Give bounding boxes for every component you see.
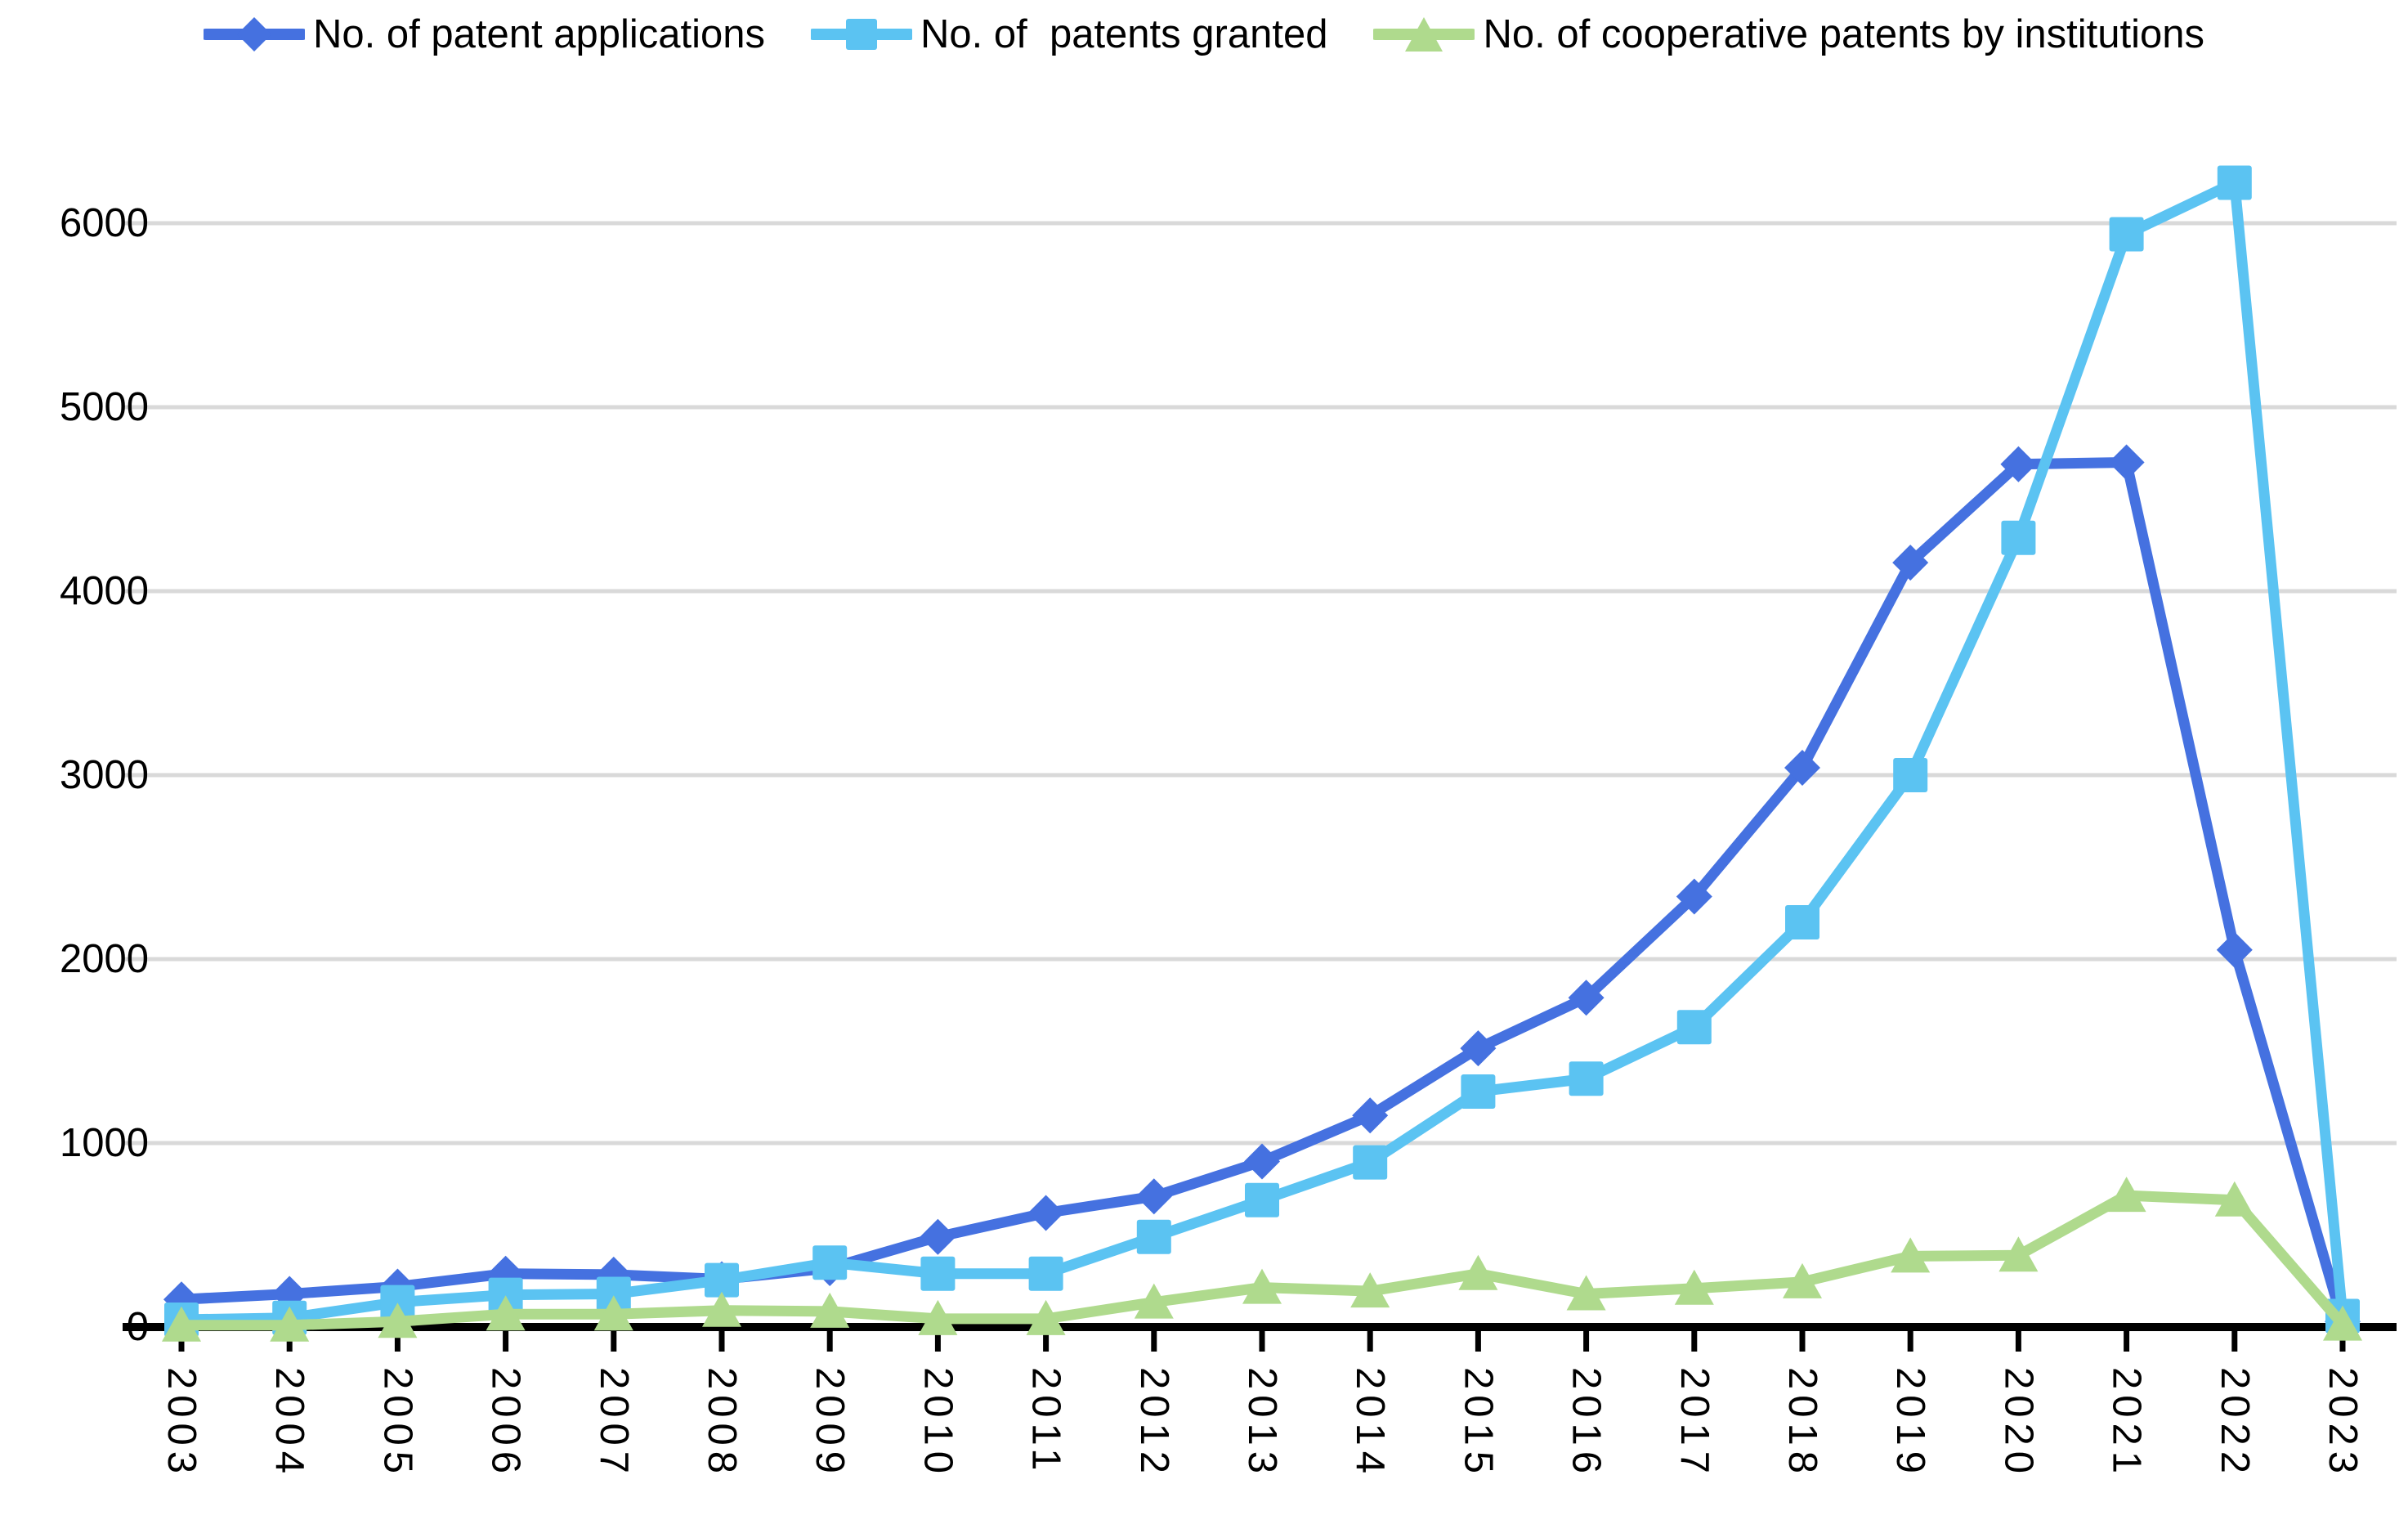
series-marker-no-of-cooperative-patents-by-institutions [1026,1299,1066,1335]
y-tick-label: 6000 [60,201,149,245]
series-marker-no-of-cooperative-patents-by-institutions [1566,1275,1606,1311]
x-tick-label: 2013 [1240,1367,1284,1479]
series-marker-no-of-cooperative-patents-by-institutions [1242,1268,1282,1304]
series-marker-no-of-cooperative-patents-by-institutions [486,1295,526,1331]
series-marker-no-of-patents-granted [1569,1061,1604,1096]
series-marker-no-of-cooperative-patents-by-institutions [1783,1262,1822,1298]
x-tick-label: 2005 [375,1367,419,1479]
series-marker-no-of-patents-granted [1353,1145,1388,1180]
x-tick-label: 2018 [1780,1367,1824,1479]
series-marker-no-of-patent-applications [2108,444,2145,481]
series-marker-no-of-patents-granted [1785,905,1819,939]
series-marker-no-of-patent-applications [1027,1195,1064,1231]
diamond-marker-icon [204,17,305,52]
x-tick-label: 2009 [808,1367,852,1479]
series-marker-no-of-patent-applications [1352,1097,1389,1134]
x-tick-label: 2015 [1456,1367,1500,1479]
series-marker-no-of-cooperative-patents-by-institutions [2106,1177,2146,1213]
series-marker-no-of-patents-granted [812,1245,848,1280]
x-tick-label: 2007 [592,1367,636,1479]
series-marker-no-of-patent-applications [1460,1030,1497,1067]
series-marker-no-of-patent-applications [2000,446,2037,482]
legend-item-patents-granted: No. of patents granted [810,11,1328,57]
series-marker-no-of-patents-granted [1245,1182,1279,1217]
series-marker-no-of-cooperative-patents-by-institutions [918,1299,958,1335]
series-marker-no-of-patents-granted [2109,217,2144,252]
series-marker-no-of-patents-granted [920,1256,956,1291]
series-marker-no-of-patent-applications [1892,545,1929,581]
series-marker-no-of-patents-granted [380,1285,415,1320]
series-marker-no-of-cooperative-patents-by-institutions [810,1292,850,1328]
x-tick-label: 2022 [2213,1367,2257,1479]
series-marker-no-of-cooperative-patents-by-institutions [162,1306,201,1342]
series-marker-no-of-cooperative-patents-by-institutions [270,1306,310,1342]
series-marker-no-of-patent-applications [1135,1178,1172,1215]
series-marker-no-of-cooperative-patents-by-institutions [1674,1269,1714,1305]
series-marker-no-of-cooperative-patents-by-institutions [1134,1283,1174,1319]
x-tick-label: 2012 [1132,1367,1176,1479]
legend-label-patents-granted: No. of patents granted [920,12,1328,56]
y-tick-label: 3000 [60,753,149,797]
series-marker-no-of-cooperative-patents-by-institutions [1350,1272,1390,1308]
x-tick-label: 2021 [2105,1367,2149,1479]
y-tick-label: 5000 [60,385,149,429]
x-tick-label: 2004 [267,1367,311,1479]
legend-label-patent-applications: No. of patent applications [313,12,765,56]
series-marker-no-of-cooperative-patents-by-institutions [1458,1254,1498,1290]
series-marker-no-of-patents-granted [1136,1219,1171,1254]
y-tick-label: 2000 [60,937,149,981]
y-tick-label: 4000 [60,569,149,613]
series-marker-no-of-cooperative-patents-by-institutions [378,1303,418,1338]
series-marker-no-of-patents-granted [2217,165,2252,200]
series-marker-no-of-cooperative-patents-by-institutions [2214,1181,2254,1217]
x-tick-label: 2016 [1564,1367,1609,1479]
legend-item-patent-applications: No. of patent applications [204,11,765,57]
x-tick-label: 2003 [159,1367,204,1479]
series-marker-no-of-patent-applications [920,1218,956,1255]
series-marker-no-of-cooperative-patents-by-institutions [1891,1237,1931,1273]
x-tick-label: 2010 [915,1367,960,1479]
series-marker-no-of-patents-granted [596,1276,631,1312]
legend-label-cooperative-patents: No. of cooperative patents by institutio… [1483,12,2204,56]
series-marker-no-of-patents-granted [488,1277,523,1312]
series-marker-no-of-patents-granted [1676,1010,1712,1045]
x-tick-label: 2006 [484,1367,528,1479]
x-tick-label: 2014 [1348,1367,1392,1479]
series-marker-no-of-cooperative-patents-by-institutions [593,1295,633,1331]
x-tick-label: 2019 [1888,1367,1932,1479]
chart-legend: No. of patent applications No. of patent… [0,11,2408,57]
triangle-marker-icon [1373,17,1475,52]
series-marker-no-of-patents-granted [1893,758,1928,792]
series-marker-no-of-patents-granted [2001,520,2036,555]
x-tick-label: 2017 [1672,1367,1716,1479]
series-marker-no-of-cooperative-patents-by-institutions [1998,1236,2039,1272]
series-marker-no-of-patent-applications [1244,1143,1280,1180]
series-marker-no-of-patents-granted [1461,1074,1496,1109]
legend-item-cooperative-patents: No. of cooperative patents by institutio… [1373,11,2204,57]
x-tick-label: 2020 [1996,1367,2040,1479]
series-marker-no-of-cooperative-patents-by-institutions [702,1291,741,1327]
y-tick-label: 1000 [60,1121,149,1165]
series-marker-no-of-patent-applications [1784,750,1820,786]
series-marker-no-of-patent-applications [1676,878,1712,915]
series-marker-no-of-patents-granted [1028,1256,1063,1291]
x-tick-label: 2023 [2321,1367,2365,1479]
x-tick-label: 2008 [700,1367,744,1479]
series-marker-no-of-patent-applications [1568,980,1605,1016]
series-marker-no-of-cooperative-patents-by-institutions [2323,1305,2362,1341]
series-marker-no-of-patents-granted [705,1262,739,1298]
series-marker-no-of-patent-applications [2216,931,2253,968]
square-marker-icon [810,19,912,50]
x-tick-label: 2011 [1024,1367,1068,1476]
